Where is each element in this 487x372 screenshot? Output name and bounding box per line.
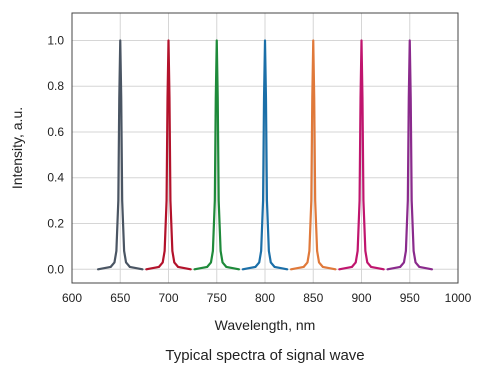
x-axis-title: Wavelength, nm: [215, 317, 316, 333]
spectrum-line-700: [145, 39, 192, 271]
x-tick-label: 850: [303, 291, 323, 305]
x-tick-labels: 600 650 700 750 800 850 900 950 1000: [62, 291, 472, 305]
spectrum-line-800: [241, 39, 289, 271]
x-tick-label: 650: [110, 291, 130, 305]
plot-frame: [71, 12, 459, 284]
x-tick-label: 700: [158, 291, 178, 305]
y-tick-label: 0.6: [47, 125, 64, 139]
y-tick-label: 0.8: [47, 79, 64, 93]
x-tick-label: 950: [400, 291, 420, 305]
spectrum-line-750: [193, 39, 241, 271]
spectrum-line-950: [386, 39, 434, 271]
y-tick-label: 0.4: [47, 171, 64, 185]
spectrum-line-850: [289, 39, 337, 271]
series-layer: [96, 39, 434, 271]
chart-caption: Typical spectra of signal wave: [165, 347, 364, 364]
x-tick-label: 600: [62, 291, 82, 305]
spectrum-line-650: [96, 39, 144, 271]
y-tick-label: 1.0: [47, 33, 64, 47]
y-tick-label: 0.0: [47, 262, 64, 276]
y-axis-title: Intensity, a.u.: [9, 107, 25, 189]
y-tick-labels: 0.0 0.2 0.4 0.6 0.8 1.0: [47, 33, 64, 276]
y-tick-label: 0.2: [47, 217, 64, 231]
x-tick-label: 900: [351, 291, 371, 305]
x-tick-label: 800: [255, 291, 275, 305]
x-tick-label: 1000: [445, 291, 472, 305]
x-tick-label: 750: [207, 291, 227, 305]
spectrum-line-900: [338, 39, 385, 271]
